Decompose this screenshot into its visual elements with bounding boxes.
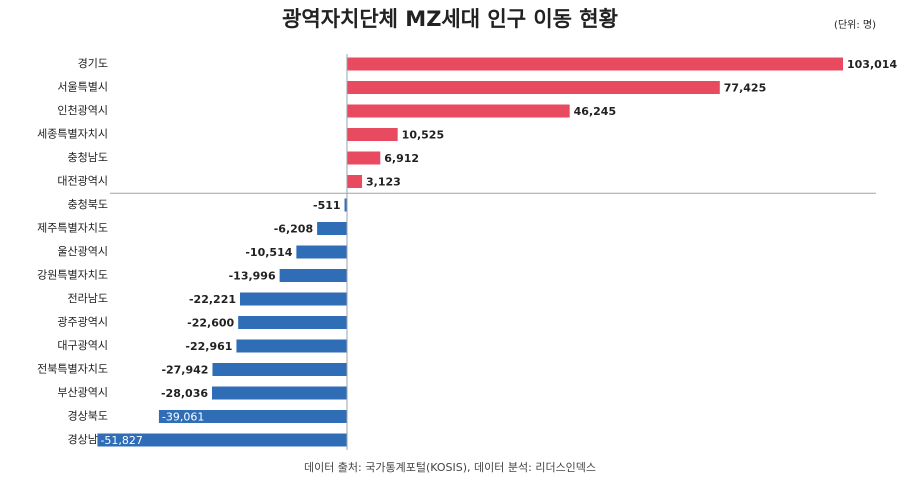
value-label: -511: [313, 199, 341, 212]
value-label: -10,514: [245, 246, 292, 259]
value-label: -13,996: [229, 270, 276, 283]
bar: [212, 386, 347, 400]
bar: [347, 128, 398, 141]
bar: [236, 339, 347, 353]
bar: [317, 222, 347, 235]
value-label: 3,123: [366, 176, 401, 189]
value-label: -22,600: [187, 317, 234, 330]
category-label: 충청북도: [68, 198, 108, 211]
category-label: 전북특별자치도: [37, 363, 108, 376]
bar: [240, 292, 347, 306]
category-label: 세종특별자치시: [37, 128, 108, 141]
value-label: -27,942: [161, 364, 208, 377]
category-label: 대전광역시: [57, 175, 108, 188]
bar: [347, 57, 843, 71]
category-label: 서울특별시: [57, 81, 108, 94]
bar: [347, 151, 381, 165]
bar: [347, 81, 720, 94]
category-label: 부산광역시: [57, 386, 108, 399]
value-label: -51,827: [100, 434, 142, 447]
value-label: -22,961: [185, 340, 232, 353]
category-label: 강원특별자치도: [37, 269, 108, 282]
value-label: 103,014: [847, 58, 897, 71]
bar: [279, 269, 347, 282]
category-label: 대구광역시: [57, 339, 108, 352]
category-label: 광주광역시: [57, 316, 108, 329]
chart-title: 광역자치단체 MZ세대 인구 이동 현황: [282, 7, 618, 31]
bar: [212, 363, 347, 376]
bar: [97, 433, 348, 447]
unit-note: (단위: 명): [834, 18, 876, 31]
bar: [158, 410, 347, 423]
source-note: 데이터 출처: 국가통계포털(KOSIS), 데이터 분석: 리더스인덱스: [304, 461, 596, 474]
value-label: -22,221: [189, 293, 236, 306]
category-label: 경상북도: [68, 410, 108, 423]
value-label: -28,036: [161, 387, 208, 400]
value-label: 10,525: [402, 129, 444, 142]
category-label: 전라남도: [68, 292, 108, 305]
value-label: 6,912: [384, 152, 419, 165]
value-label: 46,245: [574, 105, 616, 118]
category-label: 제주특별자치도: [37, 222, 108, 235]
value-label: 77,425: [724, 82, 766, 95]
value-label: -6,208: [274, 223, 313, 236]
category-label: 울산광역시: [57, 245, 108, 258]
bar: [347, 175, 363, 188]
bar: [344, 198, 347, 212]
category-label: 인천광역시: [57, 103, 108, 117]
category-label: 경기도: [78, 57, 108, 70]
bar: [347, 104, 570, 118]
bar: [296, 245, 347, 259]
value-label: -39,061: [162, 411, 204, 424]
bar: [238, 316, 347, 329]
category-label: 충청남도: [68, 151, 108, 164]
